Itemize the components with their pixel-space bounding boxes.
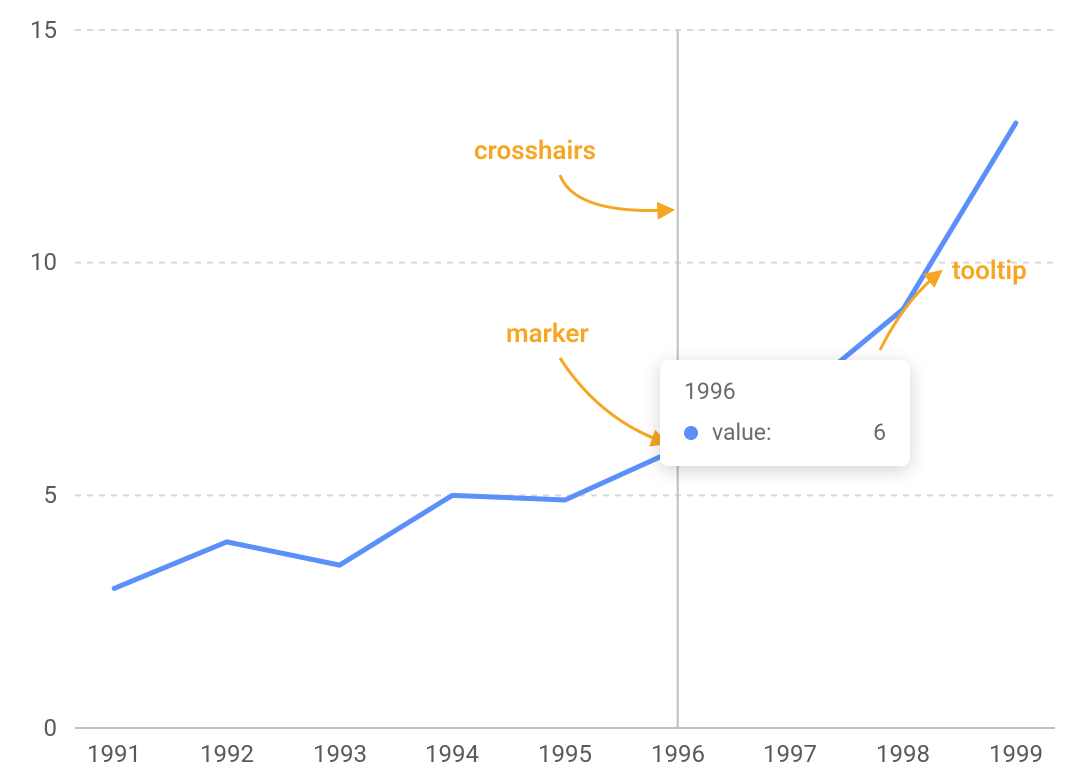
y-tick-label: 10 <box>7 248 57 276</box>
x-tick-label: 1995 <box>538 740 592 768</box>
x-tick-label: 1994 <box>425 740 479 768</box>
annotation-marker: marker <box>506 319 589 349</box>
x-tick-label: 1999 <box>989 740 1043 768</box>
x-tick-label: 1997 <box>763 740 817 768</box>
tooltip-title: 1996 <box>684 378 886 405</box>
annotation-tooltip: tooltip <box>952 256 1027 286</box>
annotation-crosshairs: crosshairs <box>474 136 596 166</box>
y-tick-label: 5 <box>7 481 57 509</box>
x-tick-label: 1992 <box>200 740 254 768</box>
x-tick-label: 1991 <box>87 740 141 768</box>
y-tick-label: 15 <box>7 16 57 44</box>
x-tick-label: 1996 <box>651 740 705 768</box>
x-tick-label: 1993 <box>313 740 367 768</box>
tooltip-label: value: <box>712 419 832 446</box>
chart-tooltip: 1996 value: 6 <box>660 360 910 466</box>
y-tick-label: 0 <box>7 714 57 742</box>
line-chart[interactable]: 0 5 10 15 1991 1992 1993 1994 1995 1996 … <box>0 0 1067 783</box>
tooltip-swatch <box>684 426 698 440</box>
tooltip-value: 6 <box>846 419 886 446</box>
x-tick-label: 1998 <box>876 740 930 768</box>
tooltip-row: value: 6 <box>684 419 886 446</box>
